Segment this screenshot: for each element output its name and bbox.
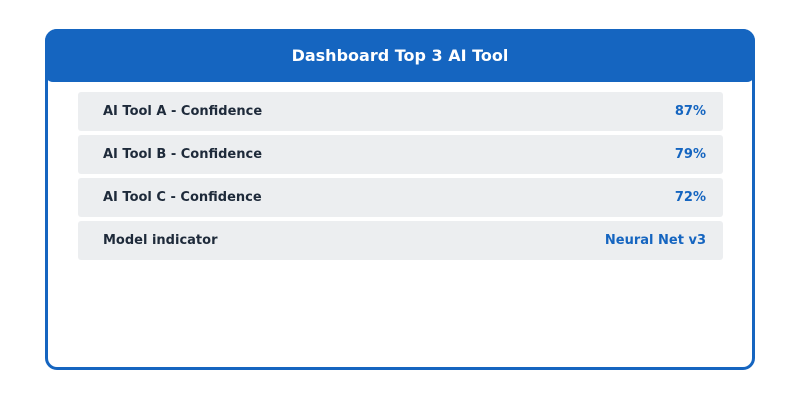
row-value: 72% (674, 190, 706, 205)
row: Model indicator Neural Net v3 (78, 221, 723, 260)
row-label: AI Tool C - Confidence (103, 190, 262, 205)
row-value: 79% (674, 147, 706, 162)
row: AI Tool C - Confidence 72% (78, 178, 723, 217)
header-title: Dashboard Top 3 AI Tool (45, 29, 755, 82)
row-label: AI Tool A - Confidence (103, 104, 263, 119)
row-value: Neural Net v3 (604, 233, 706, 248)
row: AI Tool A - Confidence 87% (78, 92, 723, 131)
rows: AI Tool A - Confidence 87% AI Tool B - Con… (78, 92, 723, 264)
row-label: AI Tool B - Confidence (103, 147, 263, 162)
row-value: 87% (674, 104, 706, 119)
row: AI Tool B - Confidence 79% (78, 135, 723, 174)
row-label: Model indicator (103, 233, 218, 248)
card: Dashboard Top 3 AI Tool AI Tool A - Conf… (45, 29, 755, 370)
